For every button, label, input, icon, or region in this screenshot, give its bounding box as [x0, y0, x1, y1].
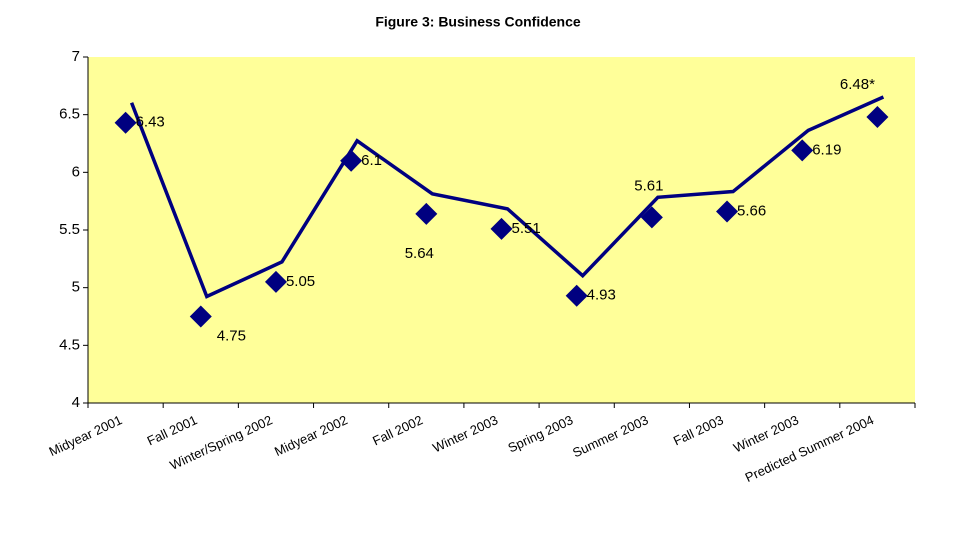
- y-tick-label: 4: [72, 394, 80, 411]
- x-tick-label: Summer 2003: [570, 412, 650, 460]
- y-tick-label: 5: [72, 279, 80, 296]
- x-tick-label: Fall 2001: [145, 412, 200, 448]
- data-label: 6.19: [812, 141, 841, 158]
- y-tick-label: 6.5: [59, 106, 80, 123]
- data-label: 4.93: [587, 287, 616, 304]
- data-label: 6.48*: [840, 76, 875, 93]
- x-tick-label: Winter 2003: [430, 412, 500, 455]
- marker: [264, 270, 287, 293]
- y-tick-label: 6: [72, 163, 80, 180]
- data-label: 5.64: [405, 245, 434, 262]
- data-label: 6.43: [136, 114, 165, 131]
- chart-title: Figure 3: Business Confidence: [375, 14, 581, 30]
- marker: [716, 200, 739, 223]
- marker: [189, 305, 212, 328]
- marker: [490, 217, 513, 240]
- x-tick-label: Fall 2002: [370, 412, 425, 448]
- data-label: 5.51: [512, 220, 541, 237]
- y-tick-label: 5.5: [59, 221, 80, 238]
- marker: [791, 139, 814, 162]
- marker: [866, 105, 889, 128]
- line: [129, 95, 885, 299]
- x-tick-label: Fall 2003: [671, 412, 726, 448]
- y-tick-label: 7: [72, 48, 80, 65]
- marker: [640, 206, 663, 229]
- x-tick-label: Midyear 2001: [47, 412, 125, 459]
- x-tick-label: Predicted Summer 2004: [743, 412, 876, 485]
- marker: [415, 202, 438, 225]
- data-label: 6.1: [361, 152, 382, 169]
- x-tick-label: Midyear 2002: [272, 412, 350, 459]
- marker: [340, 149, 363, 172]
- data-label: 5.66: [737, 203, 766, 220]
- marker: [114, 111, 137, 134]
- data-label: 4.75: [217, 327, 246, 344]
- data-label: 5.61: [634, 177, 663, 194]
- data-label: 5.05: [286, 273, 315, 290]
- x-tick-label: Spring 2003: [506, 412, 576, 455]
- marker: [565, 284, 588, 307]
- y-tick-label: 4.5: [59, 336, 80, 353]
